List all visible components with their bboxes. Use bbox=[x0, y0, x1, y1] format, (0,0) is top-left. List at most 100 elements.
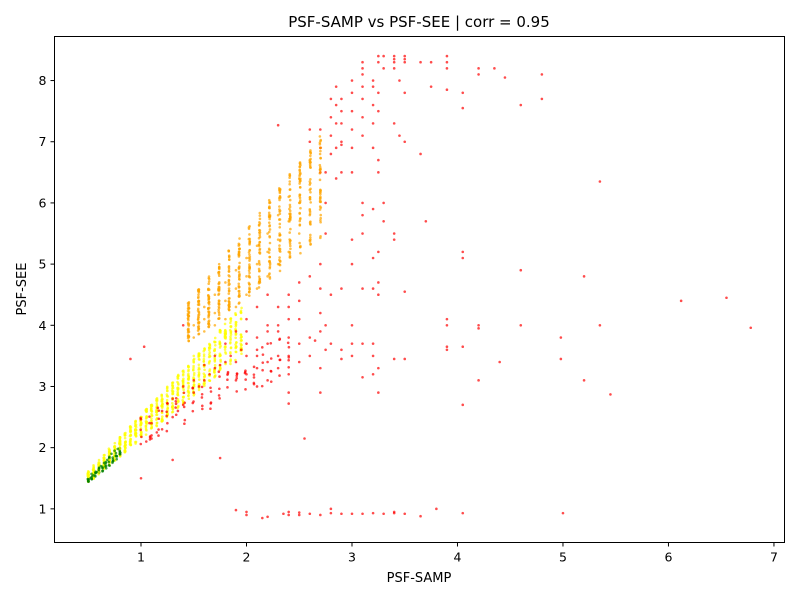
red-point bbox=[297, 511, 301, 514]
red-point bbox=[276, 305, 280, 309]
red-point bbox=[340, 357, 343, 361]
red-point bbox=[561, 511, 565, 515]
yellow-point bbox=[197, 354, 201, 358]
red-point bbox=[598, 323, 602, 327]
red-point bbox=[429, 85, 433, 88]
orange-point bbox=[258, 211, 262, 215]
orange-point bbox=[228, 275, 231, 278]
orange-point bbox=[192, 323, 196, 327]
yellow-point bbox=[124, 443, 127, 447]
orange-point bbox=[309, 242, 312, 246]
orange-point bbox=[288, 238, 291, 241]
orange-point bbox=[247, 251, 251, 254]
orange-point bbox=[217, 262, 221, 266]
red-point bbox=[598, 180, 602, 183]
orange-point bbox=[203, 305, 206, 309]
red-point bbox=[234, 508, 238, 512]
orange-point bbox=[278, 208, 281, 211]
yellow-point bbox=[155, 413, 159, 416]
red-point bbox=[234, 330, 238, 333]
red-point bbox=[155, 431, 159, 434]
red-point bbox=[445, 88, 449, 92]
yellow-point bbox=[108, 458, 111, 462]
red-point bbox=[209, 390, 213, 393]
orange-point bbox=[258, 222, 262, 225]
red-point bbox=[371, 207, 375, 211]
green-point bbox=[89, 476, 92, 480]
red-point bbox=[582, 379, 586, 382]
red-point bbox=[266, 293, 269, 297]
red-point bbox=[160, 428, 164, 431]
red-point bbox=[287, 336, 290, 339]
red-point bbox=[252, 365, 256, 369]
yellow-point bbox=[129, 425, 132, 428]
red-point bbox=[334, 103, 338, 107]
orange-point bbox=[298, 212, 302, 215]
green-point bbox=[115, 457, 118, 461]
red-point bbox=[319, 366, 322, 370]
orange-point bbox=[298, 241, 301, 245]
red-point bbox=[287, 402, 290, 405]
orange-point bbox=[207, 319, 211, 323]
yellow-point bbox=[155, 417, 159, 421]
orange-point bbox=[213, 311, 217, 315]
orange-point bbox=[266, 232, 269, 235]
orange-point bbox=[248, 225, 251, 228]
orange-point bbox=[237, 242, 241, 246]
red-point bbox=[382, 54, 385, 58]
red-point bbox=[329, 507, 333, 511]
orange-point bbox=[217, 310, 221, 313]
green-point bbox=[105, 458, 109, 462]
red-point bbox=[329, 134, 333, 137]
red-point bbox=[350, 128, 354, 131]
orange-point bbox=[257, 259, 261, 263]
orange-point bbox=[319, 219, 322, 222]
red-point bbox=[269, 357, 273, 360]
orange-point bbox=[192, 336, 196, 339]
yellow-point bbox=[165, 389, 169, 393]
orange-point bbox=[319, 220, 322, 224]
yellow-point bbox=[192, 361, 196, 364]
y-tick-label: 7 bbox=[39, 134, 47, 149]
yellow-point bbox=[144, 421, 148, 425]
yellow-point bbox=[187, 386, 190, 390]
orange-point bbox=[207, 287, 210, 291]
yellow-point bbox=[229, 362, 232, 366]
orange-point bbox=[237, 289, 241, 293]
red-point bbox=[181, 323, 185, 327]
red-point bbox=[361, 342, 364, 345]
yellow-point bbox=[192, 366, 195, 370]
red-point bbox=[255, 336, 259, 339]
yellow-point bbox=[234, 322, 238, 326]
orange-point bbox=[268, 241, 272, 245]
red-point bbox=[157, 428, 160, 431]
orange-point bbox=[309, 236, 312, 239]
plot-area bbox=[54, 36, 785, 543]
green-point bbox=[86, 480, 90, 483]
red-point bbox=[287, 345, 291, 349]
yellow-point bbox=[160, 411, 164, 415]
orange-point bbox=[308, 209, 312, 212]
red-point bbox=[350, 354, 354, 358]
yellow-point bbox=[213, 360, 217, 363]
orange-point bbox=[268, 277, 272, 280]
red-point bbox=[245, 330, 248, 333]
green-point bbox=[114, 451, 118, 455]
red-point bbox=[260, 384, 264, 388]
red-point bbox=[218, 375, 221, 378]
orange-point bbox=[196, 329, 200, 332]
yellow-point bbox=[134, 440, 138, 444]
red-point bbox=[340, 97, 343, 101]
yellow-point bbox=[145, 410, 148, 413]
red-point bbox=[245, 513, 248, 517]
red-point bbox=[308, 354, 312, 358]
green-point bbox=[108, 455, 111, 459]
red-point bbox=[150, 434, 153, 437]
yellow-point bbox=[229, 324, 233, 328]
red-point bbox=[218, 363, 222, 367]
red-point bbox=[224, 342, 227, 345]
orange-point bbox=[288, 244, 292, 248]
yellow-point bbox=[134, 420, 137, 424]
red-point bbox=[235, 376, 239, 380]
red-point bbox=[329, 511, 333, 515]
